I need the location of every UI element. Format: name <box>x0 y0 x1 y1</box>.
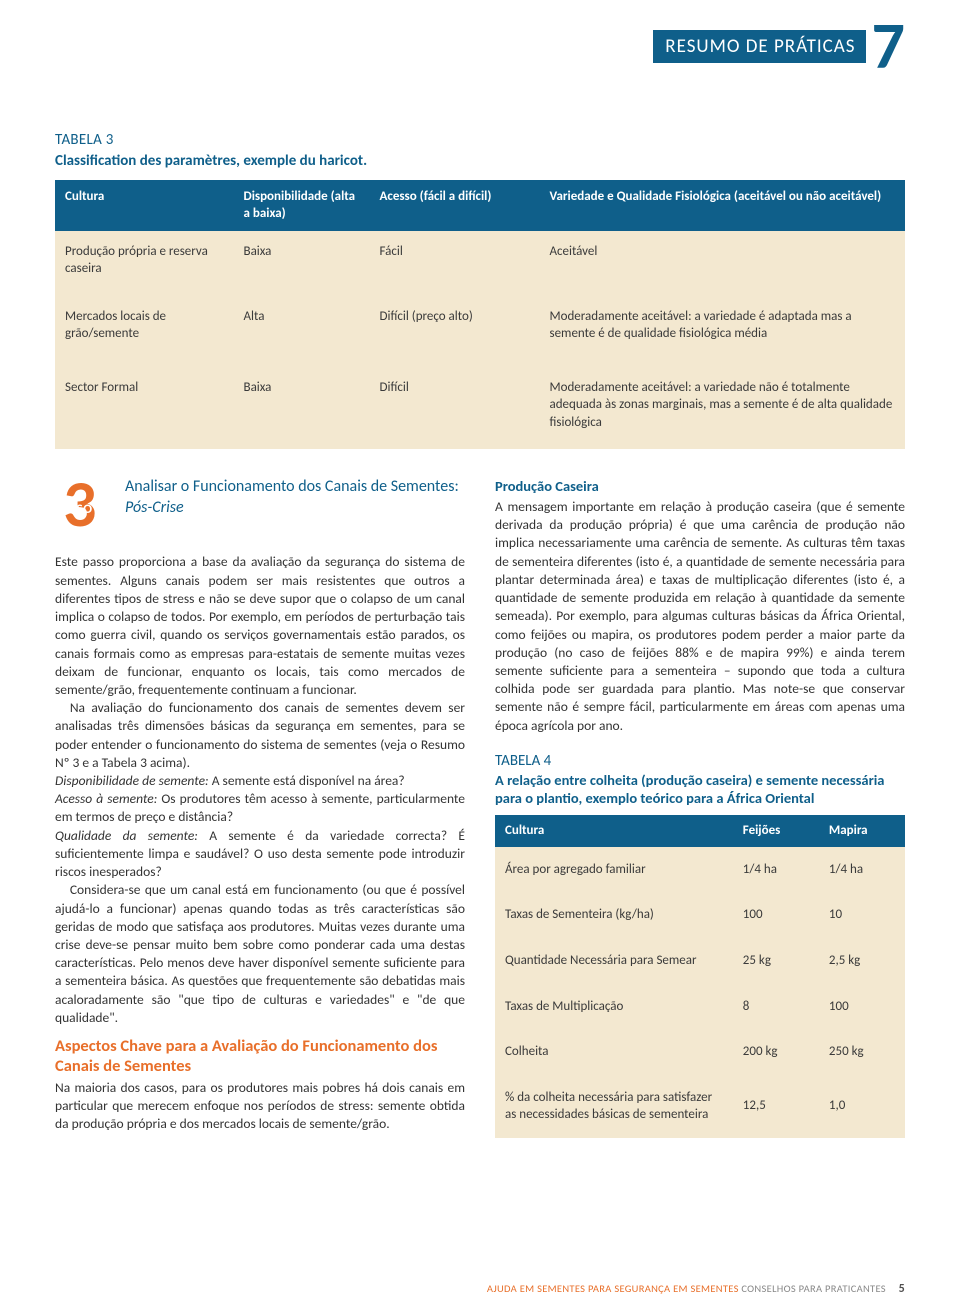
footer-grey: CONSELHOS PARA PRATICANTES <box>739 1282 886 1295</box>
t4-r4-c1: Colheita <box>495 1029 733 1075</box>
t3-r0-c4: Aceitável <box>540 231 906 290</box>
t3-r0-c1: Produção própria e reserva caseira <box>55 231 234 290</box>
right-body: A mensagem importante em relação à produ… <box>495 498 905 735</box>
left-q2: Acesso à semente: Os produtores têm aces… <box>55 790 465 826</box>
right-p1: A mensagem importante em relação à produ… <box>495 498 905 735</box>
table4: Cultura Feijões Mapira Área por agregado… <box>495 815 905 1137</box>
header-issue-number: 7 <box>872 20 905 73</box>
table3-head-acesso: Acesso (fácil a difícil) <box>370 180 540 231</box>
t4-r0-c3: 1/4 ha <box>819 847 905 893</box>
t4-h-cultura: Cultura <box>495 815 733 847</box>
t3-r0-c2: Baixa <box>234 231 370 290</box>
step-title: Analisar o Funcionamento dos Canais de S… <box>125 477 459 496</box>
t4-r4-c2: 200 kg <box>733 1029 819 1075</box>
step-title-wrap: Analisar o Funcionamento dos Canais de S… <box>125 477 465 541</box>
t4-h-feijoes: Feijões <box>733 815 819 847</box>
t3-r1-c2: Alta <box>234 290 370 361</box>
t4-r2-c2: 25 kg <box>733 938 819 984</box>
left-q1: Disponibilidade de semente: A semente es… <box>55 772 465 790</box>
right-column: Produção Caseira A mensagem importante e… <box>495 477 905 1137</box>
t3-r1-c1: Mercados locais de grão/semente <box>55 290 234 361</box>
table3-head-cultura: Cultura <box>55 180 234 231</box>
table-row: Quantidade Necessária para Semear 25 kg … <box>495 938 905 984</box>
table3: Cultura Disponibilidade (alta a baixa) A… <box>55 180 905 450</box>
header-banner-text: RESUMO DE PRÁTICAS <box>653 30 865 64</box>
page-footer: AJUDA EM SEMENTES PARA SEGURANÇA EM SEME… <box>55 1281 905 1297</box>
t4-r5-c3: 1,0 <box>819 1075 905 1138</box>
t4-r1-c2: 100 <box>733 892 819 938</box>
left-section-heading: Aspectos Chave para a Avaliação do Funci… <box>55 1037 465 1077</box>
t3-r2-c2: Baixa <box>234 361 370 450</box>
t3-r1-c4: Moderadamente aceitável: a variedade é a… <box>540 290 906 361</box>
table3-section: TABELA 3 Classification des paramètres, … <box>55 130 905 449</box>
right-heading: Produção Caseira <box>495 477 905 497</box>
t4-r0-c1: Área por agregado familiar <box>495 847 733 893</box>
left-body: Este passo proporciona a base da avaliaç… <box>55 553 465 1027</box>
table-row: Taxas de Multiplicação 8 100 <box>495 984 905 1030</box>
table-row: Colheita 200 kg 250 kg <box>495 1029 905 1075</box>
table-row: Mercados locais de grão/semente Alta Dif… <box>55 290 905 361</box>
table-row: Sector Formal Baixa Difícil Moderadament… <box>55 361 905 450</box>
t4-r0-c2: 1/4 ha <box>733 847 819 893</box>
footer-page-number: 5 <box>899 1282 905 1296</box>
t3-r2-c3: Difícil <box>370 361 540 450</box>
table4-label: TABELA 4 <box>495 751 905 771</box>
table-row: % da colheita necessária para satisfazer… <box>495 1075 905 1138</box>
table-row: Taxas de Sementeira (kg/ha) 100 10 <box>495 892 905 938</box>
t4-r1-c1: Taxas de Sementeira (kg/ha) <box>495 892 733 938</box>
t4-h-mapira: Mapira <box>819 815 905 847</box>
left-body2: Na maioria dos casos, para os produtores… <box>55 1079 465 1134</box>
left-q3: Qualidade da semente: A semente é da var… <box>55 827 465 882</box>
two-column-body: 3 PASSO Analisar o Funcionamento dos Can… <box>55 477 905 1137</box>
table3-head-disponibilidade: Disponibilidade (alta a baixa) <box>234 180 370 231</box>
table-row: Área por agregado familiar 1/4 ha 1/4 ha <box>495 847 905 893</box>
table3-title: Classification des paramètres, exemple d… <box>55 151 905 171</box>
left-p1b: Na avaliação do funcionamento dos canais… <box>55 699 465 772</box>
left-p1a: Este passo proporciona a base da avaliaç… <box>55 553 465 699</box>
t4-r2-c3: 2,5 kg <box>819 938 905 984</box>
footer-orange: AJUDA EM SEMENTES PARA SEGURANÇA EM SEME… <box>487 1282 739 1295</box>
t3-r2-c4: Moderadamente aceitável: a variedade não… <box>540 361 906 450</box>
left-column: 3 PASSO Analisar o Funcionamento dos Can… <box>55 477 465 1133</box>
table4-title: A relação entre colheita (produção casei… <box>495 771 905 807</box>
step-block: 3 PASSO Analisar o Funcionamento dos Can… <box>55 477 465 541</box>
t4-r1-c3: 10 <box>819 892 905 938</box>
left-q1-i: Disponibilidade de semente: <box>55 772 209 789</box>
t4-r3-c2: 8 <box>733 984 819 1030</box>
left-q1-r: A semente está disponível na área? <box>209 772 405 789</box>
table3-head-variedade: Variedade e Qualidade Fisiológica (aceit… <box>540 180 906 231</box>
table3-label: TABELA 3 <box>55 130 905 150</box>
t4-r3-c1: Taxas de Multiplicação <box>495 984 733 1030</box>
t4-r4-c3: 250 kg <box>819 1029 905 1075</box>
left-p2: Considera-se que um canal está em funcio… <box>55 881 465 1027</box>
t4-r2-c1: Quantidade Necessária para Semear <box>495 938 733 984</box>
t3-r2-c1: Sector Formal <box>55 361 234 450</box>
table-row: Produção própria e reserva caseira Baixa… <box>55 231 905 290</box>
t4-r5-c2: 12,5 <box>733 1075 819 1138</box>
step-badge: 3 PASSO <box>55 477 115 541</box>
t4-r3-c3: 100 <box>819 984 905 1030</box>
table4-section: TABELA 4 A relação entre colheita (produ… <box>495 751 905 1138</box>
step-subtitle: Pós-Crise <box>125 498 184 517</box>
t3-r1-c3: Difícil (preço alto) <box>370 290 540 361</box>
left-q3-i: Qualidade da semente: <box>55 827 198 844</box>
step-passo-label: PASSO <box>55 501 93 519</box>
t4-r5-c1: % da colheita necessária para satisfazer… <box>495 1075 733 1138</box>
left-p3: Na maioria dos casos, para os produtores… <box>55 1079 465 1134</box>
left-q2-i: Acesso à semente: <box>55 790 157 807</box>
header-banner: RESUMO DE PRÁTICAS 7 <box>653 20 905 73</box>
t3-r0-c3: Fácil <box>370 231 540 290</box>
